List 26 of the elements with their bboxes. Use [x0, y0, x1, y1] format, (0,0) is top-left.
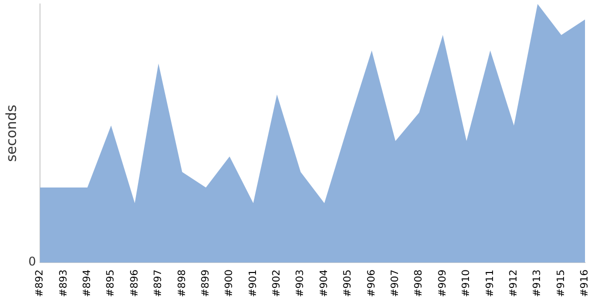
x-tick-label: #907: [390, 270, 402, 298]
y-axis-title: seconds: [4, 104, 20, 162]
x-tick-label: #910: [461, 270, 472, 298]
x-tick-label: #902: [272, 270, 283, 298]
x-tick-label: #900: [224, 270, 236, 298]
x-tick-label: #894: [82, 270, 93, 298]
x-tick-label: #901: [248, 270, 259, 298]
text: 0: [28, 254, 36, 269]
x-tick-label: #903: [295, 270, 306, 298]
x-tick-label: #895: [106, 270, 117, 298]
x-tick-label: #915: [556, 270, 567, 298]
x-tick-label: #909: [437, 270, 448, 298]
x-tick-label: #898: [176, 270, 188, 298]
x-tick-label: #912: [508, 270, 520, 298]
x-tick-label: #899: [200, 270, 212, 298]
x-tick-label: #916: [580, 270, 591, 298]
x-tick-label: #911: [484, 270, 496, 298]
x-tick-label: #897: [153, 270, 164, 298]
x-tick-label: #896: [129, 270, 140, 298]
x-tick-label: #893: [58, 270, 70, 298]
x-tick-label: #908: [414, 270, 425, 298]
x-tick-label: #904: [318, 270, 330, 298]
x-tick-label: #905: [342, 270, 354, 298]
x-tick-label: #892: [34, 270, 46, 298]
x-tick-label: #906: [366, 270, 378, 298]
x-tick-label: #913: [532, 270, 544, 298]
